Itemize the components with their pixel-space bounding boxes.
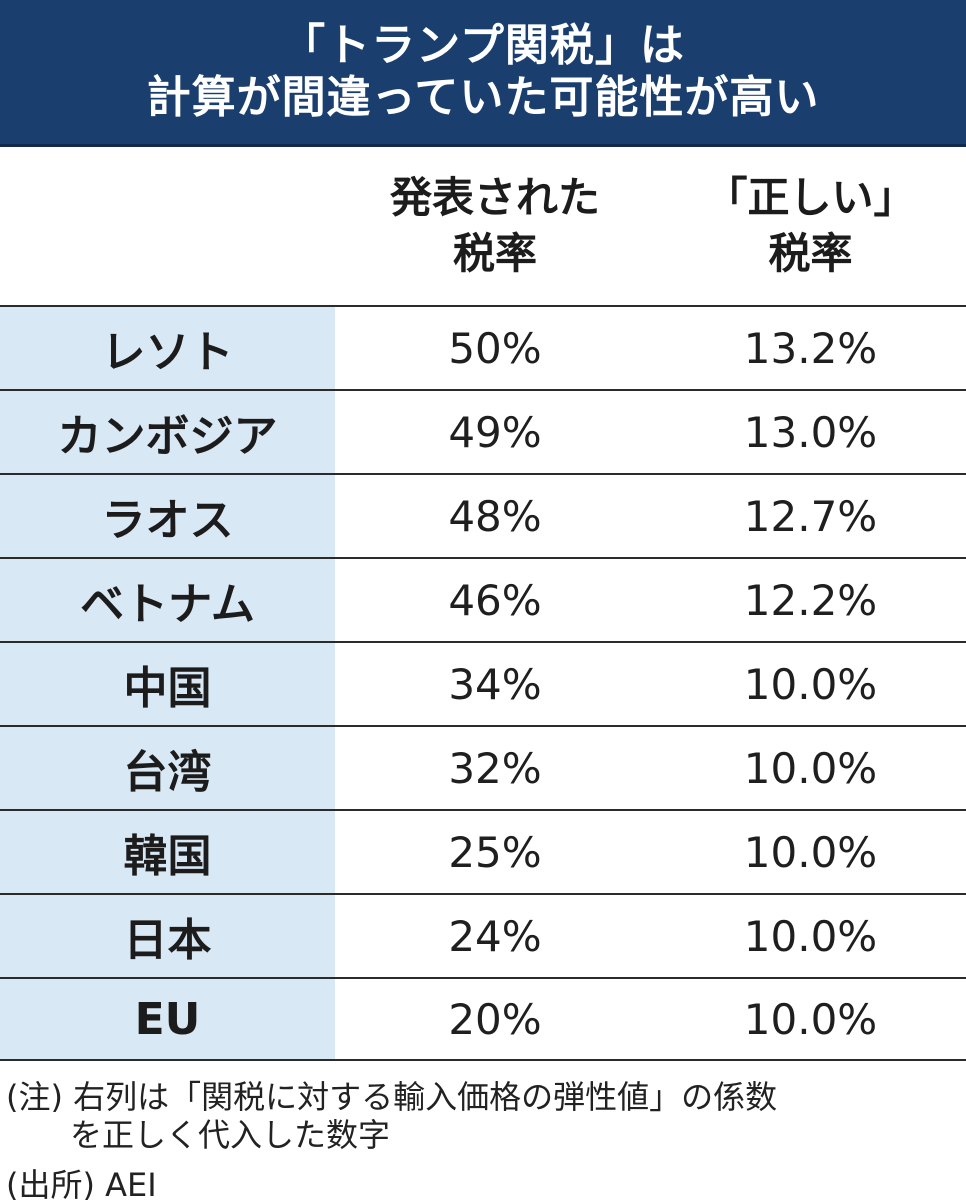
table-row: レソト 50% 13.2%	[0, 305, 966, 389]
title-banner: 「トランプ関税」は 計算が間違っていた可能性が高い	[0, 0, 966, 144]
published-rate-cell: 46%	[448, 575, 542, 625]
country-cell: 台湾	[0, 727, 335, 809]
correct-rate-cell: 12.2%	[743, 575, 878, 625]
table-row: ベトナム 46% 12.2%	[0, 557, 966, 641]
table-header: 発表された 税率 「正しい」 税率	[0, 147, 966, 305]
country-cell: レソト	[0, 307, 335, 389]
tariff-table: レソト 50% 13.2% カンボジア 49% 13.0% ラオス 48% 12…	[0, 305, 966, 1061]
table-row: EU 20% 10.0%	[0, 977, 966, 1061]
published-rate-header-line-2: 税率	[452, 229, 537, 278]
country-cell: EU	[0, 979, 335, 1059]
title-line-2: 計算が間違っていた可能性が高い	[146, 72, 820, 123]
country-cell: ベトナム	[0, 559, 335, 641]
footnote-line-2: を正しく代入した数字	[70, 1116, 391, 1154]
footnote-line-1: (注) 右列は「関税に対する輸入価格の弾性値」の係数	[6, 1078, 778, 1116]
published-rate-cell: 25%	[448, 827, 542, 877]
country-cell: 中国	[0, 643, 335, 725]
correct-rate-cell: 10.0%	[743, 994, 878, 1044]
published-rate-cell: 50%	[448, 323, 542, 373]
title-line-1: 「トランプ関税」は	[281, 20, 685, 71]
title-divider	[0, 144, 966, 147]
correct-rate-header-line-2: 税率	[768, 229, 853, 278]
correct-rate-cell: 13.2%	[743, 323, 878, 373]
correct-rate-cell: 10.0%	[743, 827, 878, 877]
correct-rate-cell: 10.0%	[743, 743, 878, 793]
published-rate-cell: 20%	[448, 994, 542, 1044]
source-credit: (出所) AEI	[6, 1166, 157, 1204]
published-rate-cell: 49%	[448, 407, 542, 457]
correct-rate-header-line-1: 「正しい」	[705, 173, 916, 222]
published-rate-header: 発表された 税率	[335, 147, 655, 305]
published-rate-cell: 32%	[448, 743, 542, 793]
correct-rate-cell: 13.0%	[743, 407, 878, 457]
table-row: 韓国 25% 10.0%	[0, 809, 966, 893]
country-cell: 韓国	[0, 811, 335, 893]
published-rate-cell: 24%	[448, 911, 542, 961]
country-cell: ラオス	[0, 475, 335, 557]
published-rate-header-line-1: 発表された	[389, 173, 600, 222]
published-rate-cell: 48%	[448, 491, 542, 541]
published-rate-cell: 34%	[448, 659, 542, 709]
table-row: 日本 24% 10.0%	[0, 893, 966, 977]
correct-rate-cell: 12.7%	[743, 491, 878, 541]
table-row: ラオス 48% 12.7%	[0, 473, 966, 557]
correct-rate-header: 「正しい」 税率	[655, 147, 966, 305]
table-row: 台湾 32% 10.0%	[0, 725, 966, 809]
country-cell: カンボジア	[0, 391, 335, 473]
table-row: 中国 34% 10.0%	[0, 641, 966, 725]
country-cell: 日本	[0, 895, 335, 977]
correct-rate-cell: 10.0%	[743, 911, 878, 961]
footnote: (注) 右列は「関税に対する輸入価格の弾性値」の係数 を正しく代入した数字	[6, 1078, 956, 1154]
correct-rate-cell: 10.0%	[743, 659, 878, 709]
table-row: カンボジア 49% 13.0%	[0, 389, 966, 473]
